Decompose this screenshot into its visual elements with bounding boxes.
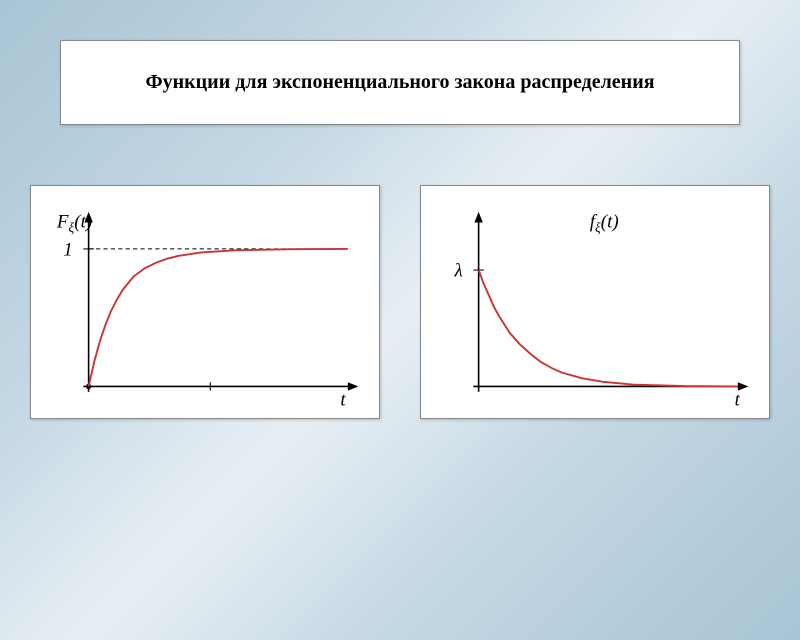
cdf-x-arrowhead xyxy=(348,382,359,390)
cdf-chart-svg: 1 Fξ(t) t xyxy=(41,196,369,408)
title-panel: Функции для экспоненциального закона рас… xyxy=(60,40,740,125)
pdf-y-label: fξ(t) xyxy=(590,212,619,235)
cdf-chart-panel: 1 Fξ(t) t xyxy=(30,185,380,419)
cdf-y-label: Fξ(t) xyxy=(56,212,92,235)
cdf-x-label: t xyxy=(340,389,346,407)
charts-container: 1 Fξ(t) t λ fξ(t) t xyxy=(30,185,770,419)
pdf-ytick-label: λ xyxy=(453,260,462,281)
pdf-y-arrowhead xyxy=(474,212,482,223)
page-title: Функции для экспоненциального закона рас… xyxy=(81,71,719,94)
pdf-curve xyxy=(479,270,738,386)
pdf-chart-panel: λ fξ(t) t xyxy=(420,185,770,419)
cdf-ytick-label: 1 xyxy=(63,239,73,260)
pdf-x-label: t xyxy=(735,389,741,407)
pdf-chart-svg: λ fξ(t) t xyxy=(431,196,759,408)
cdf-curve xyxy=(89,249,348,387)
